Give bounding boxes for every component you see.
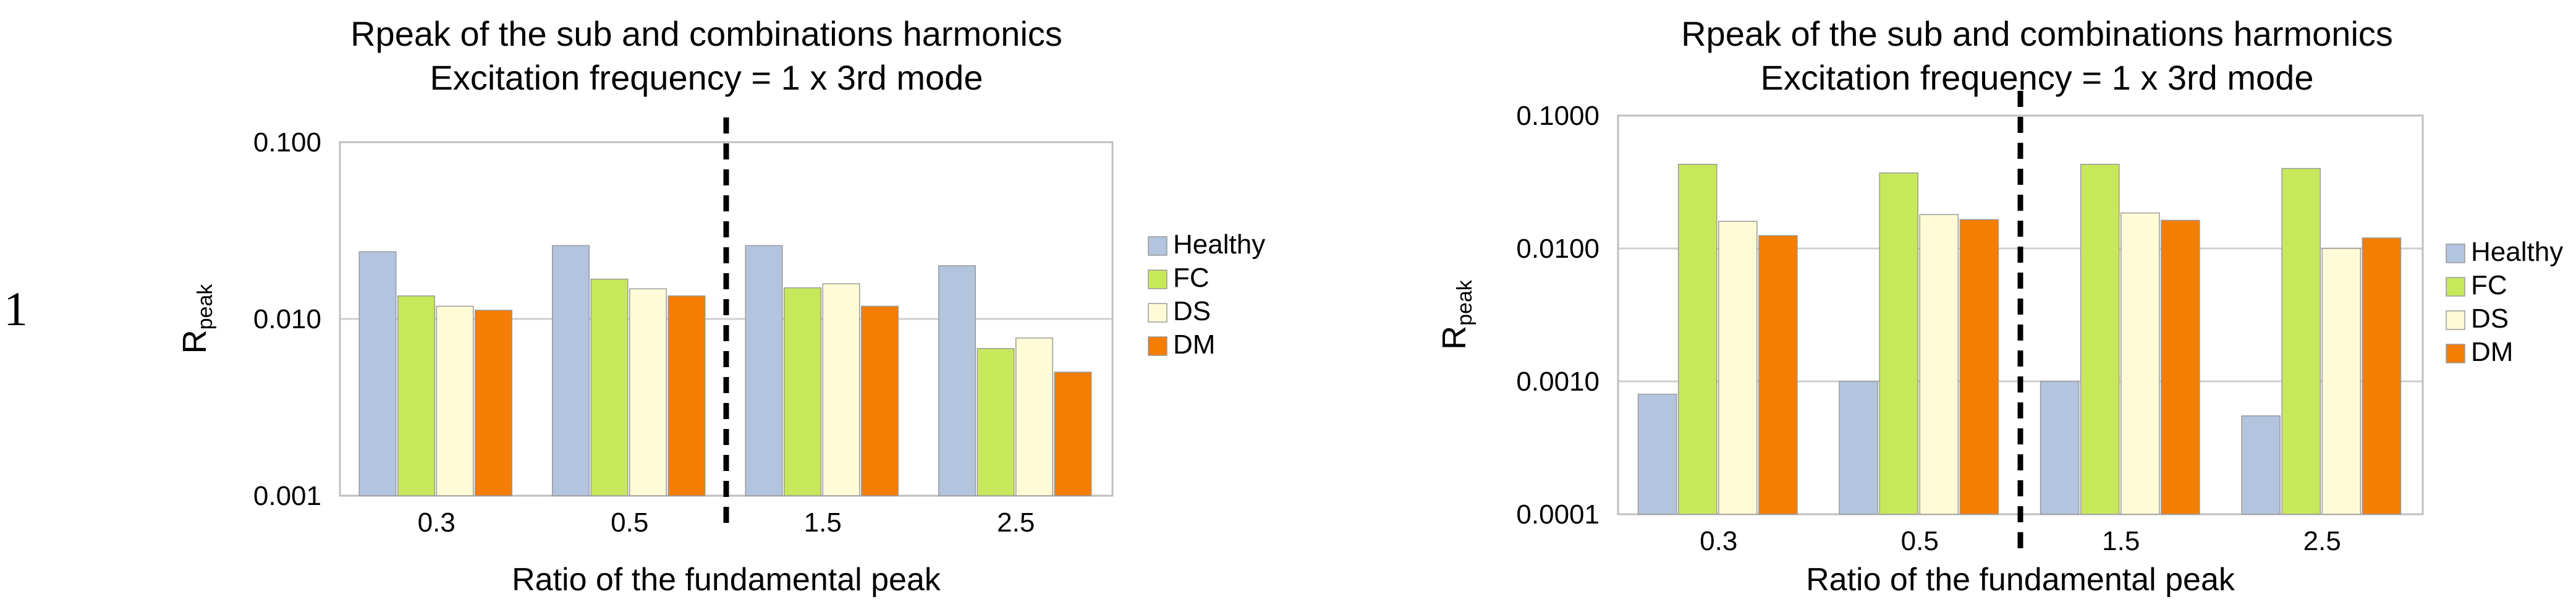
bar-ds-1_5 — [2121, 212, 2160, 515]
bar-healthy-0_5 — [552, 245, 590, 496]
bar-fc-0_3 — [397, 295, 435, 496]
y-tick-label: 0.001 — [253, 481, 321, 511]
bar-fc-2_5 — [2281, 168, 2321, 515]
bar-ds-0_3 — [436, 305, 474, 496]
x-axis-label: Ratio of the fundamental peak — [512, 562, 941, 598]
row-label: 1 — [4, 282, 28, 336]
x-tick-label: 1.5 — [804, 507, 842, 538]
legend-label-healthy: Healthy — [1173, 229, 1265, 260]
x-tick-label: 0.5 — [611, 507, 648, 538]
legend-label-fc: FC — [2471, 270, 2507, 300]
legend-swatch-healthy — [1148, 236, 1167, 256]
bar-fc-1_5 — [2080, 164, 2120, 515]
y-tick-label: 0.1000 — [1516, 101, 1599, 131]
legend-label-dm: DM — [2471, 337, 2513, 367]
x-axis-label: Ratio of the fundamental peak — [1806, 562, 2235, 598]
x-tick-label: 2.5 — [2303, 526, 2341, 556]
bar-fc-1_5 — [784, 287, 821, 496]
bar-healthy-1_5 — [745, 245, 783, 496]
y-tick-label: 0.0010 — [1516, 367, 1599, 397]
legend-label-ds: DS — [2471, 303, 2509, 334]
legend-label-ds: DS — [1173, 296, 1211, 326]
bar-fc-0_5 — [590, 278, 629, 496]
x-tick-label: 0.3 — [418, 507, 455, 538]
bar-healthy-0_3 — [358, 251, 397, 496]
bar-dm-1_5 — [861, 305, 899, 496]
bar-healthy-2_5 — [938, 265, 976, 496]
bar-dm-0_5 — [667, 295, 706, 496]
legend-label-fc: FC — [1173, 263, 1210, 293]
bar-ds-0_5 — [1919, 214, 1959, 515]
bar-dm-0_3 — [475, 310, 512, 496]
bar-fc-0_3 — [1677, 164, 1718, 515]
bar-ds-1_5 — [822, 283, 860, 496]
y-axis-label-sub: peak — [193, 284, 217, 330]
x-tick-label: 0.5 — [1901, 526, 1939, 556]
legend-swatch-ds — [2446, 310, 2465, 330]
y-tick-label: 0.010 — [253, 304, 321, 334]
bar-ds-2_5 — [2321, 248, 2362, 515]
bar-ds-0_3 — [1718, 221, 1758, 515]
bar-dm-2_5 — [2362, 237, 2402, 515]
bar-ds-0_5 — [629, 288, 667, 496]
y-axis-label-main: R — [176, 329, 213, 354]
legend-swatch-dm — [1148, 336, 1167, 356]
chart-subtitle: Excitation frequency = 1 x 3rd mode — [430, 58, 983, 97]
x-tick-label: 0.3 — [1700, 526, 1737, 556]
legend-swatch-dm — [2446, 344, 2465, 363]
x-tick-label: 1.5 — [2102, 526, 2140, 556]
legend-swatch-healthy — [2446, 244, 2465, 263]
y-axis-label-text: Rpeak — [176, 284, 217, 354]
bar-healthy-0_3 — [1637, 394, 1677, 515]
bar-fc-2_5 — [977, 348, 1015, 496]
legend-swatch-fc — [1148, 269, 1167, 289]
legend-swatch-fc — [2446, 277, 2465, 297]
bar-dm-0_5 — [1959, 219, 1999, 515]
bar-fc-0_5 — [1879, 172, 1918, 515]
x-tick-label: 2.5 — [997, 507, 1035, 538]
bar-healthy-1_5 — [2040, 381, 2080, 515]
y-axis-label-main: R — [1436, 326, 1473, 350]
chart-title: Rpeak of the sub and combinations harmon… — [350, 14, 1062, 53]
bar-ds-2_5 — [1015, 337, 1053, 496]
y-axis-label: Rpeak — [1436, 279, 1477, 350]
y-tick-label: 0.0100 — [1516, 234, 1599, 264]
chart-title: Rpeak of the sub and combinations harmon… — [1681, 14, 2393, 53]
legend-swatch-ds — [1148, 303, 1167, 323]
y-axis-label-text: Rpeak — [1436, 279, 1477, 350]
legend-label-dm: DM — [1173, 329, 1215, 360]
y-axis-label-sub: peak — [1453, 279, 1477, 326]
chart-subtitle: Excitation frequency = 1 x 3rd mode — [1761, 58, 2314, 97]
bar-healthy-2_5 — [2241, 415, 2281, 515]
legend-label-healthy: Healthy — [2471, 237, 2563, 267]
bar-dm-1_5 — [2161, 219, 2200, 515]
bar-dm-0_3 — [1758, 235, 1798, 515]
y-tick-label: 0.100 — [253, 127, 321, 158]
y-tick-label: 0.0001 — [1516, 499, 1599, 530]
y-axis-label: Rpeak — [176, 284, 217, 354]
bar-healthy-0_5 — [1839, 381, 1878, 515]
bar-dm-2_5 — [1054, 371, 1092, 496]
